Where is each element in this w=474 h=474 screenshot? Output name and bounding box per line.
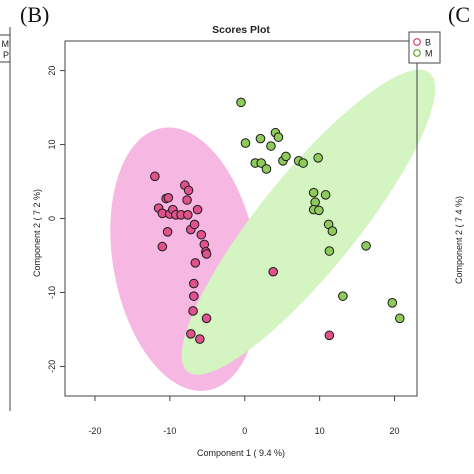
- data-points: [150, 97, 405, 344]
- point-M: [387, 298, 398, 308]
- point-B: [201, 313, 212, 324]
- legend-marker-M: [413, 49, 421, 57]
- point-B: [189, 219, 200, 230]
- panel-label-c: (C: [448, 2, 470, 27]
- left-panel-fragment: M P: [0, 27, 11, 411]
- legend-marker-B: [413, 38, 421, 46]
- legend-label-B: B: [425, 38, 431, 48]
- point-B: [183, 185, 194, 196]
- point-M: [394, 313, 405, 324]
- left-legend-box: [0, 34, 11, 63]
- confidence-ellipses: [110, 69, 436, 391]
- point-M: [314, 205, 324, 216]
- x-axis: -20 -10 0 10 20: [88, 396, 400, 436]
- point-M: [313, 153, 323, 163]
- point-M: [308, 187, 319, 198]
- point-B: [268, 266, 279, 277]
- point-M: [273, 132, 284, 142]
- panel-label-b: (B): [20, 2, 49, 27]
- point-B: [201, 249, 212, 259]
- point-M: [281, 151, 291, 162]
- point-B: [192, 204, 203, 215]
- point-M: [240, 138, 251, 148]
- point-B: [150, 171, 160, 182]
- point-M: [320, 190, 331, 200]
- point-B: [163, 192, 174, 203]
- left-legend-line-1: M: [2, 39, 10, 49]
- y-axis-label: Component 2 ( 7 2 %): [32, 189, 42, 277]
- point-M: [327, 226, 338, 236]
- point-M: [361, 241, 371, 251]
- y-tick-label: 0: [47, 216, 57, 221]
- point-M: [324, 246, 335, 256]
- x-tick-label: -10: [163, 426, 176, 436]
- y-tick-label: -10: [47, 286, 57, 299]
- ellipse-M: [181, 69, 436, 375]
- point-B: [324, 330, 335, 341]
- point-B: [183, 210, 193, 220]
- point-B: [195, 334, 205, 344]
- point-M: [236, 97, 246, 108]
- right-panel-axis-label: Component 2 ( 7 4 %): [454, 196, 464, 284]
- point-M: [298, 158, 308, 168]
- x-tick-label: 10: [315, 426, 325, 436]
- chart-title: Scores Plot: [212, 24, 270, 36]
- point-B: [157, 241, 168, 252]
- x-tick-label: 0: [242, 426, 247, 436]
- point-B: [162, 227, 173, 237]
- point-M: [266, 141, 276, 151]
- point-B: [190, 258, 201, 268]
- point-B: [182, 195, 192, 205]
- point-B: [189, 278, 199, 289]
- y-axis: -20 -10 0 10 20: [47, 66, 65, 373]
- point-B: [189, 291, 199, 301]
- chart-legend: BM: [408, 31, 441, 64]
- point-M: [256, 158, 267, 168]
- point-M: [338, 291, 348, 301]
- left-legend-line-2: P: [3, 50, 9, 60]
- x-tick-label: -20: [88, 426, 101, 436]
- legend-box: [408, 31, 441, 64]
- y-tick-label: -20: [47, 360, 57, 373]
- legend-label-M: M: [425, 49, 433, 59]
- point-M: [261, 164, 272, 174]
- x-axis-label: Component 1 ( 9.4 %): [197, 448, 285, 458]
- point-B: [188, 306, 198, 316]
- point-B: [196, 229, 207, 240]
- y-tick-label: 10: [47, 140, 57, 150]
- y-tick-label: 20: [47, 66, 57, 76]
- point-M: [255, 133, 266, 144]
- x-tick-label: 20: [390, 426, 400, 436]
- point-B: [186, 329, 196, 339]
